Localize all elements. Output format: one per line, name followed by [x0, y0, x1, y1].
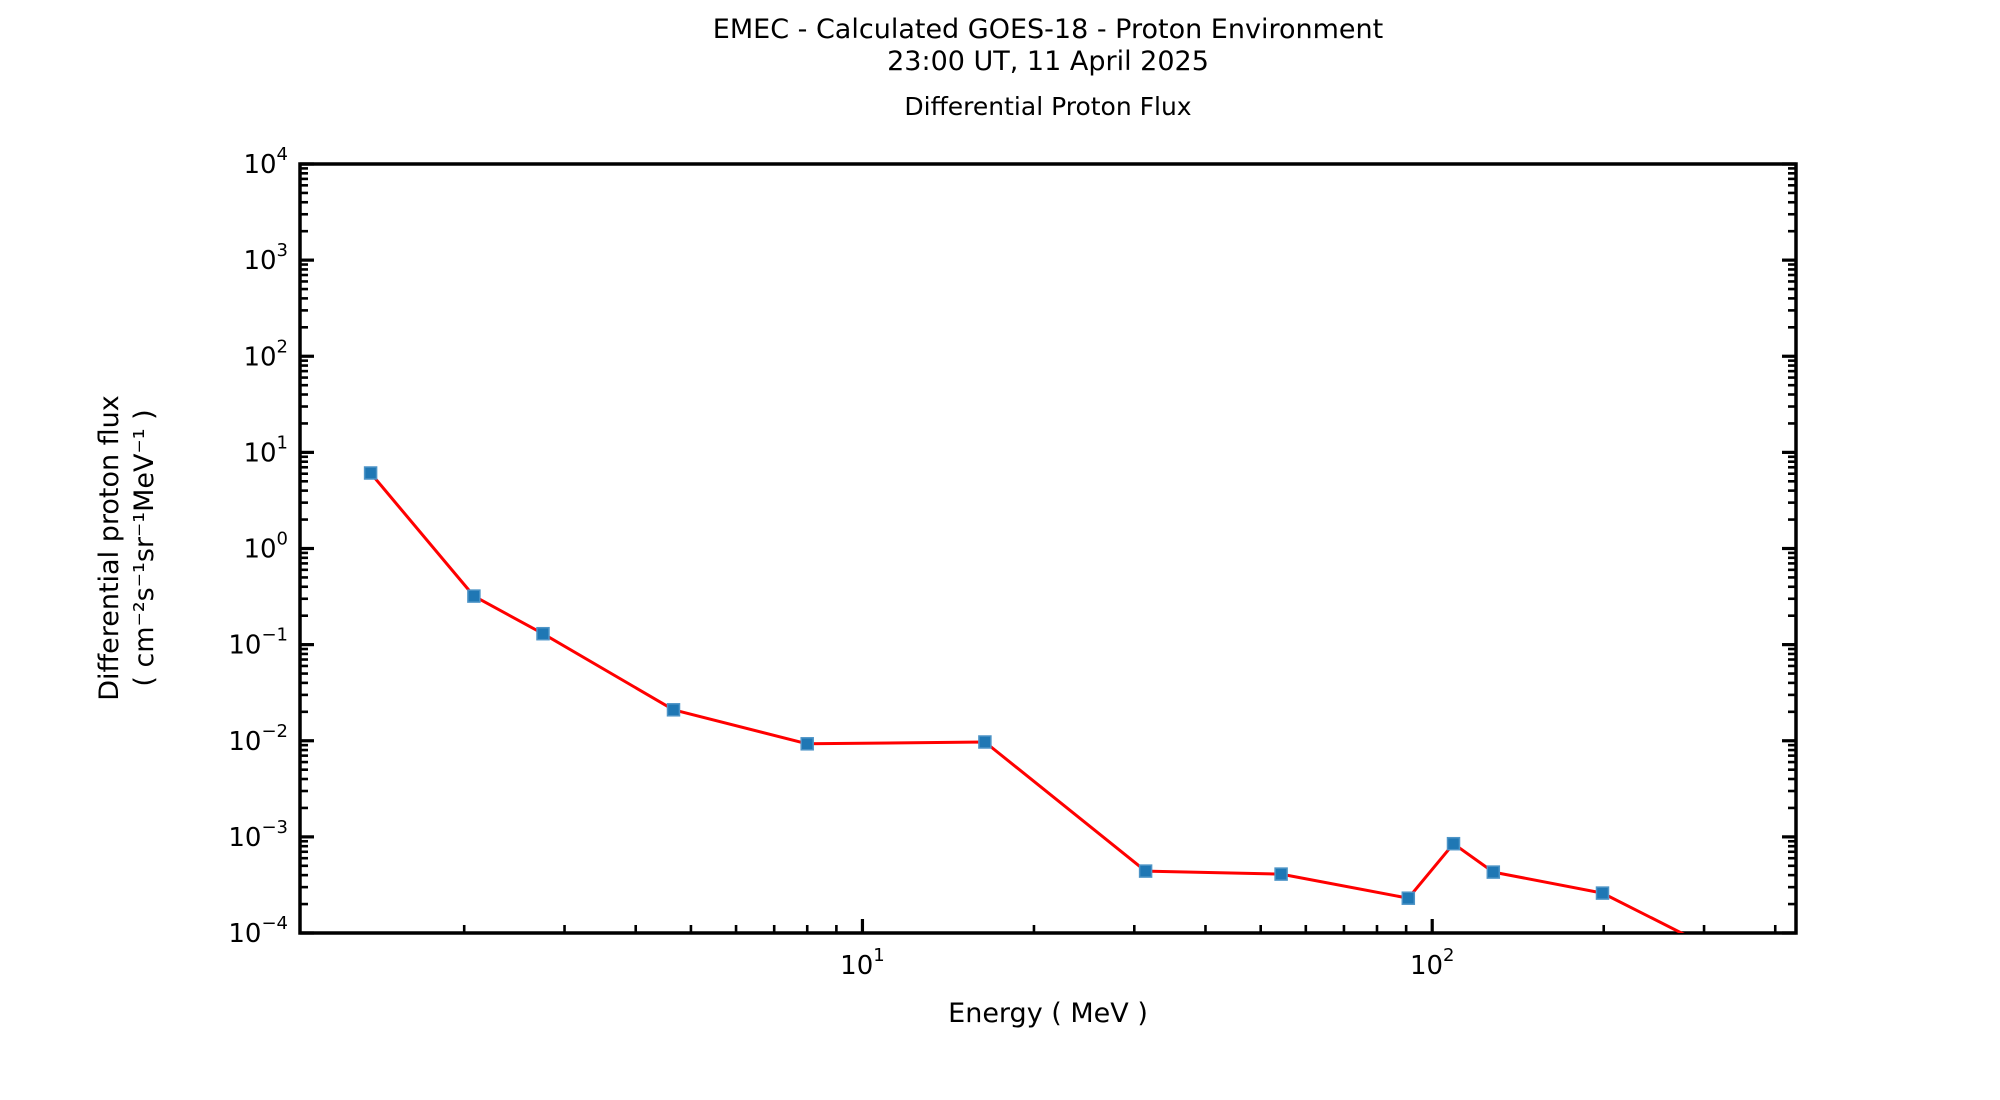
- flux-line: [369, 472, 1685, 933]
- y-tick-label: 101: [243, 432, 288, 468]
- data-point-marker: [1138, 864, 1153, 878]
- data-point-marker: [1401, 891, 1416, 905]
- data-point-marker: [1595, 886, 1610, 900]
- y-tick-label: 10−4: [228, 913, 288, 949]
- figure-title-line1: EMEC - Calculated GOES-18 - Proton Envir…: [713, 14, 1383, 45]
- x-axis-label: Energy ( MeV ): [948, 998, 1148, 1029]
- y-tick-label: 104: [243, 144, 288, 180]
- plot-area: 104 103 102 101 100 10−1 10−2 10−3 10−4 101 102: [228, 144, 1798, 981]
- data-point-marker: [363, 466, 378, 480]
- data-point-marker: [978, 735, 992, 749]
- data-point-marker: [1733, 956, 1745, 968]
- x-tick-label: 102: [1410, 945, 1455, 981]
- data-point-marker: [1274, 867, 1288, 881]
- data-point-marker: [467, 589, 481, 603]
- data-point-marker: [666, 703, 681, 717]
- data-point-marker: [1446, 836, 1461, 851]
- x-tick-label: 101: [840, 945, 885, 981]
- series-differential-proton-flux: [363, 466, 1745, 968]
- y-tick-label: 10−3: [228, 817, 288, 853]
- plot-spines: [298, 162, 1798, 935]
- y-tick-label: 10−2: [228, 721, 288, 757]
- y-tick-label: 10−1: [228, 625, 288, 661]
- data-point-marker: [800, 737, 814, 751]
- y-tick-label: 103: [243, 240, 288, 276]
- axes-title: Differential Proton Flux: [904, 92, 1191, 121]
- data-point-marker: [536, 626, 550, 641]
- y-axis-label-line1: Differential proton flux: [94, 395, 125, 701]
- y-tick-label: 100: [243, 529, 288, 565]
- y-tick-label: 102: [243, 336, 288, 372]
- data-point-marker: [1486, 865, 1501, 879]
- y-axis-label-line2: ( cm⁻²s⁻¹sr⁻¹MeV⁻¹ ): [129, 409, 160, 686]
- figure-title-line2: 23:00 UT, 11 April 2025: [887, 46, 1209, 77]
